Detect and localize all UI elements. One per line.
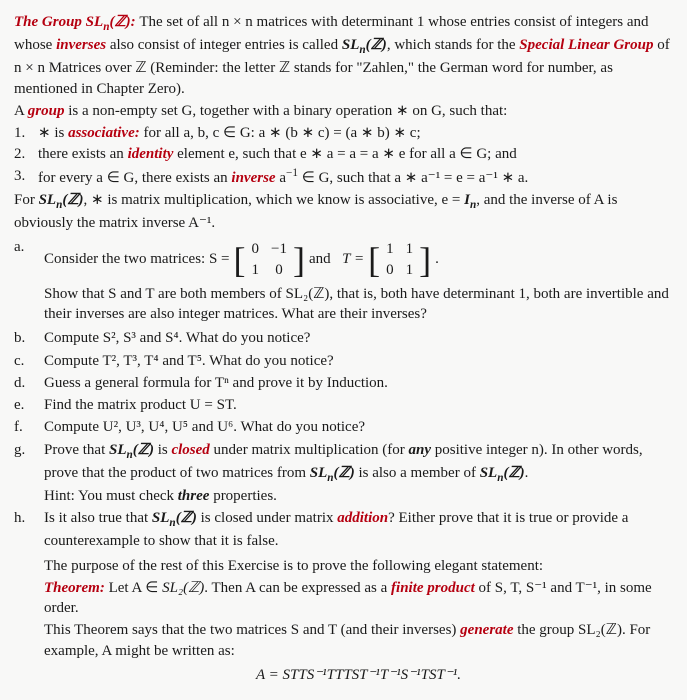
part-a-sub: Show that S and T are both members of SL…: [44, 284, 673, 325]
exercise-parts: a. Consider the two matrices: S = [ 0−1 …: [14, 237, 673, 551]
group-word: group: [28, 103, 65, 119]
part-a-body: Consider the two matrices: S = [ 0−1 10 …: [44, 237, 673, 326]
text: Find the matrix product U = ST.: [44, 395, 673, 415]
for-sln: For SLn(ℤ), ∗ is matrix multiplication, …: [14, 190, 673, 233]
text: Prove that SLn(ℤ) is closed under matrix…: [44, 440, 673, 507]
axiom-3-text: for every a ∈ G, there exists an inverse…: [38, 166, 673, 188]
purpose-line: The purpose of the rest of this Exercise…: [44, 556, 673, 576]
part-d: d. Guess a general formula for Tⁿ and pro…: [14, 373, 673, 393]
marker: 3.: [14, 166, 30, 188]
part-g: g. Prove that SLn(ℤ) is closed under mat…: [14, 440, 673, 507]
sln-symbol: SLn(ℤ): [342, 37, 387, 53]
equation: A = STTS⁻¹TTTST⁻¹T⁻¹S⁻¹TST⁻¹.: [44, 665, 673, 685]
intro-text-2: also consist of integer entries is calle…: [110, 37, 342, 53]
matrix-s: [ 0−1 10 ]: [234, 237, 305, 282]
marker: b.: [14, 328, 30, 348]
theorem: Theorem: Let A ∈ SL₂(ℤ). Then A can be e…: [44, 578, 673, 619]
matrix-t: [ 11 01 ]: [368, 237, 431, 282]
part-a: a. Consider the two matrices: S = [ 0−1 …: [14, 237, 673, 326]
text: Compute T², T³, T⁴ and T⁵. What do you n…: [44, 351, 673, 371]
text: Compute S², S³ and S⁴. What do you notic…: [44, 328, 673, 348]
marker: 1.: [14, 123, 30, 143]
intro-text-3: , which stands for the: [387, 37, 519, 53]
marker: 2.: [14, 144, 30, 164]
axiom-1-text: ∗ is associative: for all a, b, c ∈ G: a…: [38, 123, 673, 143]
special-linear-group: Special Linear Group: [519, 37, 653, 53]
part-h: h. Is it also true that SLn(ℤ) is closed…: [14, 508, 673, 551]
part-b: b. Compute S², S³ and S⁴. What do you not…: [14, 328, 673, 348]
axiom-2-text: there exists an identity element e, such…: [38, 144, 673, 164]
inverses-word: inverses: [56, 37, 106, 53]
axiom-list: 1. ∗ is associative: for all a, b, c ∈ G…: [14, 123, 673, 188]
marker: g.: [14, 440, 30, 507]
marker: c.: [14, 351, 30, 371]
intro-paragraph: The Group SLn(ℤ): The set of all n × n m…: [14, 12, 673, 99]
marker: f.: [14, 417, 30, 437]
text: Compute U², U³, U⁴, U⁵ and U⁶. What do y…: [44, 417, 673, 437]
part-e: e. Find the matrix product U = ST.: [14, 395, 673, 415]
matrices-line: Consider the two matrices: S = [ 0−1 10 …: [44, 237, 439, 282]
part-c: c. Compute T², T³, T⁴ and T⁵. What do you…: [14, 351, 673, 371]
axiom-2: 2. there exists an identity element e, s…: [14, 144, 673, 164]
axiom-1: 1. ∗ is associative: for all a, b, c ∈ G…: [14, 123, 673, 143]
title-phrase: The Group SLn(ℤ):: [14, 14, 139, 30]
group-definition: A group is a non-empty set G, together w…: [14, 101, 673, 121]
marker: a.: [14, 237, 30, 326]
marker: e.: [14, 395, 30, 415]
text: Guess a general formula for Tⁿ and prove…: [44, 373, 673, 393]
generate-line: This Theorem says that the two matrices …: [44, 620, 673, 661]
marker: h.: [14, 508, 30, 551]
marker: d.: [14, 373, 30, 393]
text: Is it also true that SLn(ℤ) is closed un…: [44, 508, 673, 551]
part-f: f. Compute U², U³, U⁴, U⁵ and U⁶. What do…: [14, 417, 673, 437]
axiom-3: 3. for every a ∈ G, there exists an inve…: [14, 166, 673, 188]
